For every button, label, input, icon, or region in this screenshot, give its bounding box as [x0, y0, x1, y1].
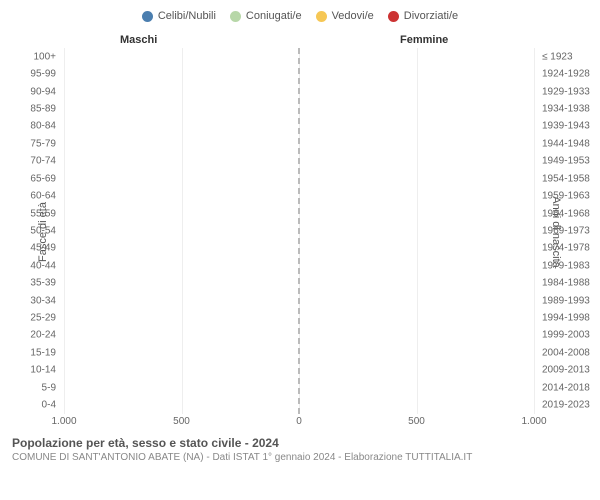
x-tick-label: 1.000	[521, 416, 546, 427]
legend-label: Divorziati/e	[404, 10, 458, 22]
legend-dot-icon	[142, 11, 153, 22]
age-row: 80-841939-1943	[64, 118, 534, 135]
legend-dot-icon	[388, 11, 399, 22]
age-label: 75-79	[30, 138, 64, 149]
age-row: 45-491974-1978	[64, 240, 534, 257]
age-row: 25-291994-1998	[64, 309, 534, 326]
birth-label: 2004-2008	[534, 347, 590, 358]
birth-label: 1949-1953	[534, 156, 590, 167]
age-row: 65-691954-1958	[64, 170, 534, 187]
birth-label: 2019-2023	[534, 400, 590, 411]
birth-label: 2009-2013	[534, 365, 590, 376]
age-label: 15-19	[30, 347, 64, 358]
legend-dot-icon	[230, 11, 241, 22]
age-label: 90-94	[30, 86, 64, 97]
age-label: 70-74	[30, 156, 64, 167]
age-label: 95-99	[30, 69, 64, 80]
birth-label: ≤ 1923	[534, 51, 573, 62]
age-row: 85-891934-1938	[64, 100, 534, 117]
age-label: 50-54	[30, 225, 64, 236]
birth-label: 1924-1928	[534, 69, 590, 80]
birth-label: 1939-1943	[534, 121, 590, 132]
age-label: 40-44	[30, 260, 64, 271]
birth-label: 1969-1973	[534, 225, 590, 236]
age-label: 25-29	[30, 313, 64, 324]
legend: Celibi/Nubili Coniugati/e Vedovi/e Divorzia…	[10, 6, 590, 30]
age-row: 90-941929-1933	[64, 83, 534, 100]
age-row: 10-142009-2013	[64, 362, 534, 379]
age-row: 70-741949-1953	[64, 153, 534, 170]
rows: 100+≤ 192395-991924-192890-941929-193385…	[64, 48, 534, 414]
pyramid-chart: Fasce di età Anni di nascita 100+≤ 19239…	[10, 34, 590, 430]
age-row: 40-441979-1983	[64, 257, 534, 274]
age-row: 20-241999-2003	[64, 327, 534, 344]
age-label: 60-64	[30, 191, 64, 202]
legend-item: Divorziati/e	[388, 10, 458, 22]
birth-label: 1954-1958	[534, 173, 590, 184]
age-label: 0-4	[42, 400, 64, 411]
legend-item: Celibi/Nubili	[142, 10, 216, 22]
birth-label: 1984-1988	[534, 278, 590, 289]
birth-label: 1979-1983	[534, 260, 590, 271]
chart-subtitle: COMUNE DI SANT'ANTONIO ABATE (NA) - Dati…	[12, 452, 590, 463]
chart-container: Celibi/Nubili Coniugati/e Vedovi/e Divorzia…	[0, 0, 600, 500]
age-row: 15-192004-2008	[64, 344, 534, 361]
age-row: 95-991924-1928	[64, 65, 534, 82]
birth-label: 1944-1948	[534, 138, 590, 149]
x-tick-label: 500	[408, 416, 425, 427]
age-row: 100+≤ 1923	[64, 48, 534, 65]
x-ticks: 1.00050005001.000	[64, 416, 534, 430]
x-tick-label: 1.000	[51, 416, 76, 427]
age-label: 45-49	[30, 243, 64, 254]
age-label: 65-69	[30, 173, 64, 184]
age-row: 50-541969-1973	[64, 222, 534, 239]
age-label: 55-59	[30, 208, 64, 219]
age-label: 10-14	[30, 365, 64, 376]
age-label: 5-9	[42, 382, 64, 393]
birth-label: 1989-1993	[534, 295, 590, 306]
age-label: 100+	[33, 51, 64, 62]
birth-label: 1964-1968	[534, 208, 590, 219]
age-row: 55-591964-1968	[64, 205, 534, 222]
x-tick-label: 500	[173, 416, 190, 427]
legend-dot-icon	[316, 11, 327, 22]
birth-label: 2014-2018	[534, 382, 590, 393]
age-label: 85-89	[30, 103, 64, 114]
age-label: 35-39	[30, 278, 64, 289]
age-row: 75-791944-1948	[64, 135, 534, 152]
age-label: 80-84	[30, 121, 64, 132]
age-label: 20-24	[30, 330, 64, 341]
legend-label: Coniugati/e	[246, 10, 302, 22]
x-tick-label: 0	[296, 416, 302, 427]
birth-label: 1994-1998	[534, 313, 590, 324]
legend-label: Vedovi/e	[332, 10, 374, 22]
age-row: 35-391984-1988	[64, 274, 534, 291]
legend-item: Coniugati/e	[230, 10, 302, 22]
birth-label: 1934-1938	[534, 103, 590, 114]
legend-item: Vedovi/e	[316, 10, 374, 22]
birth-label: 1929-1933	[534, 86, 590, 97]
age-row: 60-641959-1963	[64, 187, 534, 204]
age-row: 0-42019-2023	[64, 396, 534, 413]
age-row: 30-341989-1993	[64, 292, 534, 309]
birth-label: 1974-1978	[534, 243, 590, 254]
age-label: 30-34	[30, 295, 64, 306]
age-row: 5-92014-2018	[64, 379, 534, 396]
legend-label: Celibi/Nubili	[158, 10, 216, 22]
chart-title: Popolazione per età, sesso e stato civil…	[12, 436, 590, 450]
birth-label: 1959-1963	[534, 191, 590, 202]
birth-label: 1999-2003	[534, 330, 590, 341]
footer: Popolazione per età, sesso e stato civil…	[10, 436, 590, 463]
